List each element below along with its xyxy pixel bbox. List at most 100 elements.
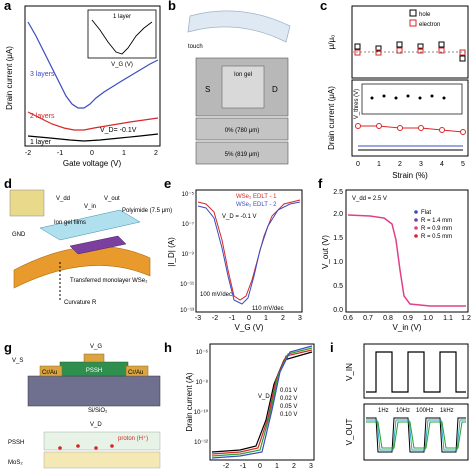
tick: 2	[154, 150, 158, 157]
legend-005: 0.05 V	[280, 404, 297, 410]
panel-i-vin-axes	[363, 343, 469, 399]
vg-label: V_G	[90, 344, 102, 350]
tick: 10⁻⁵	[182, 191, 195, 198]
panel-f-xticks: 0.6 0.7 0.8 0.9 1.0 1.1 1.2	[343, 315, 471, 322]
panel-a: a Drain current (μA) Gate voltage (V) -2…	[4, 0, 161, 168]
panel-f-legend: Flat R = 1.4 mm R = 0.9 mm R = 0.5 mm	[414, 210, 452, 240]
d-label-iongel: Ion gel films	[54, 220, 86, 226]
inset-xlabel: V_G (V)	[111, 62, 133, 68]
tick: 1.1	[443, 315, 453, 322]
tick: 10⁻¹¹	[180, 282, 194, 288]
curve-edlt-1	[197, 199, 301, 301]
tick: 0.9	[403, 315, 413, 322]
tick: 0.8	[383, 315, 393, 322]
label-2-layers: 2 layers	[30, 113, 55, 120]
legend-002: 0.02 V	[280, 396, 297, 402]
panel-letter-i: i	[330, 340, 334, 355]
device-photo	[9, 189, 45, 217]
tick: -1	[57, 150, 63, 157]
panel-f-axes	[345, 189, 469, 313]
panel-h-axes	[209, 343, 315, 461]
d-label-polyimide: Polyimide (7.5 μm)	[122, 208, 172, 214]
inset-vthres-label: V_thres (V)	[354, 89, 360, 119]
legend-electron: electron	[419, 22, 440, 28]
inset-points	[370, 94, 446, 100]
d-label-gnd: GND	[12, 232, 26, 238]
panel-a-axes	[24, 5, 161, 147]
curve-edlt-2	[197, 201, 301, 305]
tick: 1.5	[333, 235, 343, 242]
d-label-vout: V_out	[104, 196, 120, 202]
panel-c-xticks: 0 1 2 3 4 5	[356, 161, 465, 168]
panel-b: b touch Ion gel S D 0% (780 μm) 5% (819 …	[168, 0, 291, 165]
tick: 2	[398, 161, 402, 168]
strain-5-label: 5% (819 μm)	[225, 152, 259, 158]
legend-flat: Flat	[421, 210, 431, 216]
vout-wave-2	[366, 419, 466, 451]
touch-label: touch	[188, 44, 203, 50]
panel-a-inset	[87, 9, 157, 59]
panel-f-xlabel: V_in (V)	[393, 323, 422, 332]
legend-hole-marker	[409, 9, 417, 17]
tick: 1.2	[461, 315, 471, 322]
tick: 1.0	[423, 315, 433, 322]
tick: -1	[240, 463, 246, 470]
vout-label: V_OUT	[345, 419, 354, 446]
substrate	[27, 375, 161, 407]
tick: 10⁻¹⁰	[194, 409, 209, 416]
panel-e-yticks: 10⁻⁵ 10⁻⁷ 10⁻⁹ 10⁻¹¹ 10⁻¹³	[180, 191, 194, 314]
strain-0-label: 0% (780 μm)	[225, 128, 259, 134]
tick: 1.0	[333, 259, 343, 266]
ss-label-2: 110 mV/dec	[252, 306, 284, 312]
label-1-layer: 1 layer	[30, 139, 52, 146]
tick: -1	[229, 315, 235, 322]
vs-label: V_S	[12, 358, 23, 364]
crau-left: Cr/Au	[42, 370, 57, 376]
inset-curve	[91, 19, 153, 55]
label-vd: V_D= -0.1V	[100, 127, 137, 134]
panel-h-ylabel: Drain current (A)	[185, 372, 194, 431]
curve-1-layer	[27, 133, 159, 142]
tick: 2.0	[333, 211, 343, 218]
mos2-zoom	[43, 451, 161, 469]
panel-letter-f: f	[318, 176, 323, 191]
d-label-monolayer: Transferred monolayer WSe₂	[70, 278, 148, 284]
legend-1hz: 1Hz	[378, 408, 389, 414]
strain-5-image	[195, 141, 289, 165]
flexible-substrate	[187, 10, 291, 43]
panel-c-bottom-axes	[351, 79, 469, 157]
ss-label-1: 100 mV/dec	[200, 292, 232, 298]
ion-gel-region	[221, 65, 265, 109]
legend-10hz: 10Hz	[396, 408, 410, 414]
panel-h-xticks: -2 -1 0 1 2 3	[223, 463, 313, 470]
tick: -2	[223, 463, 229, 470]
legend-100hz: 100Hz	[416, 408, 433, 414]
panel-letter-d: d	[4, 176, 12, 191]
tick: -2	[212, 315, 218, 322]
panel-e-vd: V_D = -0.1 V	[222, 214, 257, 220]
drain-current-red-points	[355, 123, 466, 135]
tick: 10⁻⁷	[182, 221, 194, 228]
panel-c-inset	[361, 83, 463, 115]
tick: 5	[461, 161, 465, 168]
panel-d: d Ion gel films Polyimide (7.5 μm) GND T…	[4, 176, 172, 306]
tick: 0	[356, 161, 360, 168]
legend-1khz: 1kHz	[440, 408, 454, 414]
panel-a-xticks: -2 -1 0 1 2	[25, 150, 158, 157]
panel-h-legend: 0.01 V 0.02 V 0.05 V 0.10 V	[280, 388, 297, 418]
vd-label: V_D	[90, 422, 102, 428]
legend-r14: R = 1.4 mm	[421, 218, 452, 224]
substrate-label: Si/SiO₂	[88, 408, 108, 414]
pssh-label: PSSH	[86, 368, 102, 374]
pssh-zoom	[43, 431, 161, 451]
drain-label: D	[272, 85, 278, 94]
panel-i-vout-axes	[363, 403, 469, 461]
tick: 3	[309, 463, 313, 470]
panel-i: i V_IN V_OUT 1Hz 10Hz 100Hz 1kHz	[330, 340, 469, 461]
panel-letter-b: b	[168, 0, 176, 13]
tick: 2	[281, 315, 285, 322]
h-curve-2	[211, 349, 313, 455]
tick: 0.7	[363, 315, 373, 322]
legend-electron-marker	[409, 19, 417, 27]
d-label-curvature: Curvature R	[64, 300, 97, 306]
